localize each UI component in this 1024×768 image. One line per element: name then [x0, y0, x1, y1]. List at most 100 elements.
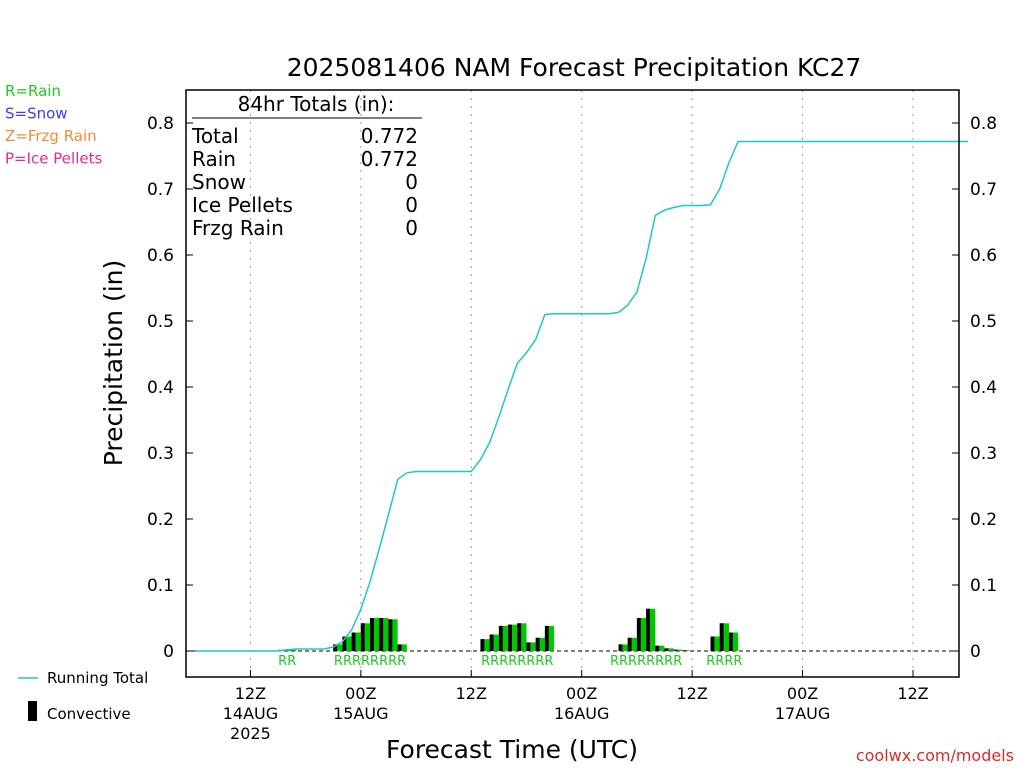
convective-bar: [636, 618, 641, 651]
plot-frame: [185, 89, 960, 678]
precip-bar: [544, 625, 555, 651]
precip-bar: [489, 634, 499, 651]
credit-text: coolwx.com/models: [856, 746, 1014, 765]
precip-bar: [379, 618, 389, 651]
x-tick-label: 14AUG: [223, 704, 278, 723]
precip-bar: [508, 624, 518, 651]
precip-bar: [480, 639, 490, 651]
x-tick-label: 16AUG: [554, 704, 609, 723]
convective-bar: [682, 650, 687, 651]
type-legend-item: Z=Frzg Rain: [5, 127, 97, 145]
y-tick-label-right: 0.2: [970, 510, 997, 530]
convective-bar: [333, 644, 338, 651]
ptype-label: RRRRRRRR: [610, 654, 682, 669]
y-tick-label-right: 0.5: [970, 312, 997, 332]
precip-bar: [646, 608, 656, 651]
x-tick-label: 12Z: [235, 684, 266, 703]
precip-bar: [517, 623, 527, 651]
y-axis-label: Precipitation (in): [99, 260, 128, 467]
ptype-label: RRRRRRRR: [334, 654, 406, 669]
type-legend: R=Rain S=Snow Z=Frzg Rain P=Ice Pellets: [5, 82, 102, 168]
x-tick-label: 15AUG: [333, 704, 388, 723]
x-tick-label: 2025: [230, 724, 271, 743]
x-tick-label: 12Z: [897, 684, 928, 703]
precip-bar: [618, 644, 628, 651]
y-tick-label-right: 0: [970, 642, 981, 662]
convective-bar: [544, 625, 549, 651]
y-tick-label-left: 0.8: [147, 114, 174, 134]
precip-bar: [627, 637, 637, 651]
precip-bar: [719, 623, 729, 651]
convective-bar: [618, 644, 623, 651]
totals-row-label: Total: [191, 124, 239, 148]
y-tick-label-right: 0.3: [970, 444, 997, 464]
bar-series: [278, 608, 739, 651]
x-axis-label: Forecast Time (UTC): [386, 735, 638, 764]
convective-bar: [655, 645, 660, 651]
type-legend-item: S=Snow: [5, 105, 68, 123]
precip-bar: [333, 644, 343, 651]
convective-bar: [388, 619, 393, 651]
legend-label: Convective: [47, 705, 131, 723]
series-legend: Running Total Convective: [18, 669, 148, 723]
y-tick-label-left: 0.6: [147, 246, 174, 266]
convective-bar: [489, 634, 494, 651]
precip-bar: [360, 623, 371, 651]
totals-row-value: 0: [405, 170, 418, 194]
totals-row-label: Rain: [192, 147, 236, 171]
y-tick-label-left: 0.2: [147, 510, 174, 530]
y-axis-left: 0 0.1 0.2 0.3 0.4 0.5 0.6 0.7 0.8: [147, 114, 193, 662]
type-legend-item: R=Rain: [5, 82, 61, 100]
legend-swatch-bar: [28, 701, 37, 721]
convective-bar: [627, 637, 632, 651]
convective-bar: [673, 649, 678, 651]
convective-bar: [664, 648, 669, 651]
ptype-label: RRRR: [706, 654, 742, 669]
y-tick-label-left: 0.3: [147, 444, 174, 464]
totals-box: 84hr Totals (in): Total 0.772 Rain 0.772 Sno…: [191, 92, 422, 240]
convective-bar: [728, 632, 733, 651]
convective-bar: [646, 608, 650, 651]
totals-row-label: Ice Pellets: [192, 193, 293, 217]
y-tick-label-right: 0.7: [970, 180, 997, 200]
convective-bar: [360, 623, 365, 651]
precip-bar: [351, 632, 361, 651]
convective-bar: [535, 637, 540, 651]
precip-bar: [664, 648, 674, 651]
totals-row-value: 0: [405, 193, 418, 217]
precip-bar: [388, 619, 398, 651]
y-tick-label-left: 0.1: [147, 576, 174, 596]
convective-bar: [710, 636, 715, 651]
precip-bar: [287, 649, 297, 651]
x-tick-label: 00Z: [787, 684, 818, 703]
ptype-label: RR: [278, 654, 296, 669]
convective-bar: [517, 623, 522, 651]
convective-bar: [342, 636, 347, 651]
precip-bar: [342, 636, 352, 651]
ptype-label: RRRRRRRR: [481, 654, 553, 669]
totals-row-label: Frzg Rain: [192, 216, 284, 240]
x-tick-label: 12Z: [676, 684, 707, 703]
convective-bar: [498, 625, 503, 651]
y-tick-label-right: 0.4: [970, 378, 997, 398]
totals-row-value: 0.772: [361, 124, 418, 148]
convective-bar: [508, 624, 512, 651]
precip-bar: [728, 632, 739, 651]
precip-bar: [498, 625, 509, 651]
precip-bar: [370, 618, 380, 651]
precip-bar: [655, 645, 665, 651]
x-tick-label: 00Z: [345, 684, 376, 703]
precip-bar: [397, 644, 407, 651]
convective-bar: [351, 632, 356, 651]
convective-bar: [370, 618, 374, 651]
type-legend-item: P=Ice Pellets: [5, 150, 102, 168]
vertical-gridlines: [249, 90, 914, 677]
plot-area: RR RRRRRRRR RRRRRRRR RRRRRRRR RRRR: [185, 89, 969, 678]
precip-bar: [710, 636, 720, 651]
y-tick-label-left: 0.5: [147, 312, 174, 332]
totals-header: 84hr Totals (in):: [238, 92, 395, 116]
running-total-line: [195, 140, 969, 652]
convective-bar: [526, 642, 531, 651]
precip-bar: [682, 650, 693, 651]
